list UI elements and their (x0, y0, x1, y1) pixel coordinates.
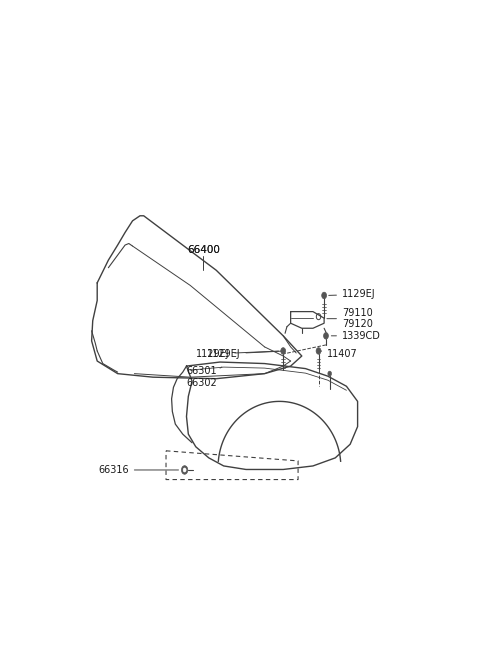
Circle shape (328, 371, 332, 376)
Circle shape (281, 348, 286, 354)
Text: 1129EJ: 1129EJ (207, 349, 283, 359)
Text: 1129EJ: 1129EJ (329, 290, 376, 299)
Text: 79110
79120: 79110 79120 (327, 308, 373, 329)
Circle shape (181, 466, 188, 474)
Text: 1339CD: 1339CD (331, 331, 381, 341)
Circle shape (183, 468, 186, 472)
Text: 66316: 66316 (98, 465, 179, 475)
Text: 66400: 66400 (187, 245, 220, 255)
Circle shape (322, 292, 326, 299)
Text: 66400: 66400 (187, 245, 220, 255)
Text: 1129EJ: 1129EJ (196, 349, 278, 359)
Circle shape (324, 333, 328, 339)
Circle shape (316, 348, 321, 354)
Text: 66301
66302: 66301 66302 (186, 366, 222, 388)
Text: 11407: 11407 (321, 349, 358, 359)
